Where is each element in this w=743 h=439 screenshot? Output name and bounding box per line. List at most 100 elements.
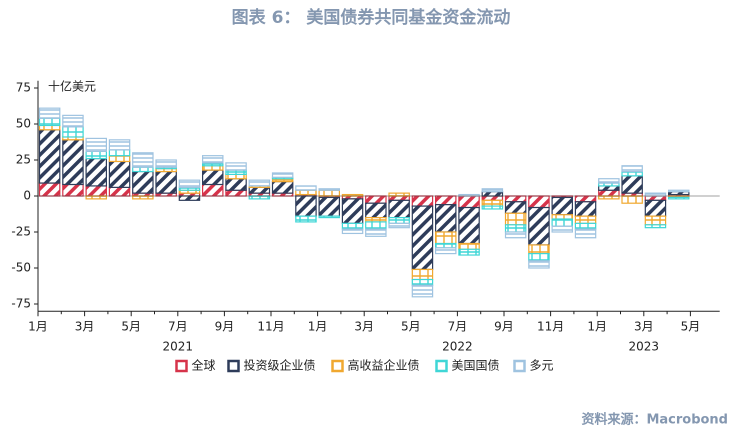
legend-swatch [175,359,188,373]
bar-segment [365,221,387,230]
bar-segment [504,224,527,233]
bar-segment [574,228,597,239]
bar-segment [458,242,480,250]
bar-segment [248,179,271,187]
legend: 全球 投资级企业债 高收益企业债 美国国债 多元 [175,358,554,373]
bar-segment [458,248,480,256]
bar-segment [667,189,690,193]
legend-label: 多元 [530,359,554,373]
bar-segment [388,192,410,197]
bar-segment [458,195,480,209]
bar-segment [528,195,550,209]
bar-segment [248,195,271,200]
y-axis-label: 十亿美元 [48,79,96,94]
bar-segment [411,278,434,286]
year-label: 2023 [629,340,660,354]
y-tick-label: -50 [11,261,31,275]
bar-segment [528,260,550,269]
legend-label: 投资级企业债 [244,358,316,373]
x-tick-label: 3月 [354,320,374,334]
x-tick-label: 1月 [28,320,48,334]
bar-segment [574,195,597,203]
bar-segment [435,195,457,206]
bar-segment [132,152,154,168]
x-tick-label: 1月 [308,320,328,334]
bar-segment [667,196,690,200]
bar-segment [388,195,410,201]
bar-segment [318,196,341,217]
bar-segment [458,206,480,245]
legend-swatch [435,359,448,373]
bar-segment [202,169,224,186]
bar-segment [644,199,667,217]
bar-segment [225,169,247,176]
bar-segment [295,215,317,223]
y-tick-label: -25 [11,225,31,239]
bar-segment [528,244,550,255]
chart-title: 图表 6： 美国债券共同基金资金流动 [232,7,511,28]
bar-segment [644,215,667,226]
bar-segment [411,284,434,298]
x-tick-label: 3月 [75,320,95,334]
bar-segment [62,139,84,186]
bar-segment [225,162,247,171]
bar-segment [108,160,131,188]
bar-segment [481,199,504,207]
bar-segment [621,175,643,194]
bar-segment [62,126,84,138]
bar-segment [271,181,294,194]
bar-segment [155,159,177,168]
bar-segment [435,204,457,233]
bar-segment [528,206,550,246]
bar-segment [574,215,597,224]
bar-segment [132,170,154,194]
bar-segment [318,189,341,197]
bar-segment [504,201,527,214]
bar-segment [411,195,434,207]
legend-label: 美国国债 [452,359,500,373]
bar-segment [318,215,341,219]
bar-segment [551,214,573,220]
legend-swatch [331,359,344,373]
bar-segment [644,195,667,201]
bar-segment [644,192,667,197]
bar-segment [38,124,61,131]
y-tick-label: -75 [11,297,31,311]
bar-segment [598,195,620,200]
bar-segment [85,157,107,187]
bar-segment [598,189,620,197]
bar-segment [388,222,410,229]
x-tick-label: 5月 [681,320,701,334]
bar-segment [504,212,527,226]
bar-segment [225,189,247,197]
x-tick-label: 5月 [121,320,141,334]
bar-segment [481,195,504,201]
bar-segment [435,242,457,249]
legend-label: 高收益企业债 [348,358,420,373]
bar-segment [341,198,364,224]
x-tick-label: 3月 [634,320,654,334]
bar-segment [132,166,154,173]
bar-segment [202,183,224,197]
bar-segment [411,268,434,281]
bar-segment [365,217,387,223]
x-tick-label: 9月 [215,320,235,334]
legend-swatch [513,359,526,373]
bar-segment [365,195,387,204]
legend-swatch [227,359,240,373]
bar-segment [38,107,61,119]
bar-segment [155,170,177,194]
bar-segment [551,196,573,216]
bar-segment [85,185,107,197]
x-tick-label: 11月 [537,320,564,334]
y-tick-label: 50 [16,117,31,131]
bar-segment [85,195,107,200]
bar-segment [178,195,201,201]
legend-label: 全球 [192,358,216,373]
bar-segment [318,188,341,191]
bar-segment [481,191,504,197]
y-tick-label: 25 [16,153,31,167]
y-tick-label: 75 [16,81,31,95]
year-label: 2021 [163,340,194,354]
